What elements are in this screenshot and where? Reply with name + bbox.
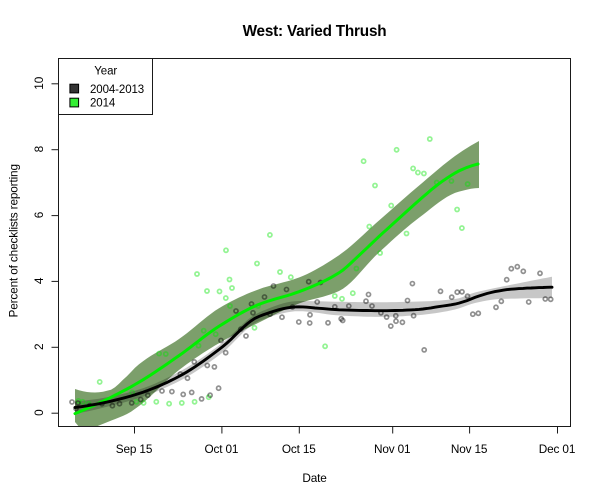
svg-text:Nov 01: Nov 01 [374,442,410,456]
svg-text:2014: 2014 [90,97,116,109]
svg-text:0: 0 [32,409,46,416]
svg-text:4: 4 [32,277,46,284]
svg-text:Date: Date [302,471,327,485]
svg-text:Year: Year [94,66,117,78]
svg-text:Oct 15: Oct 15 [282,442,316,456]
svg-text:Sep 15: Sep 15 [116,442,153,456]
svg-text:6: 6 [32,211,46,218]
svg-text:Nov 15: Nov 15 [451,442,488,456]
svg-text:10: 10 [32,76,46,89]
svg-text:Dec 01: Dec 01 [539,442,575,456]
svg-text:2004-2013: 2004-2013 [90,84,144,96]
svg-text:8: 8 [32,145,46,152]
svg-text:Percent of checklists reportin: Percent of checklists reporting [7,164,21,317]
svg-text:Oct 01: Oct 01 [204,442,238,456]
svg-text:West: Varied Thrush: West: Varied Thrush [243,23,387,40]
svg-text:2: 2 [32,344,46,350]
